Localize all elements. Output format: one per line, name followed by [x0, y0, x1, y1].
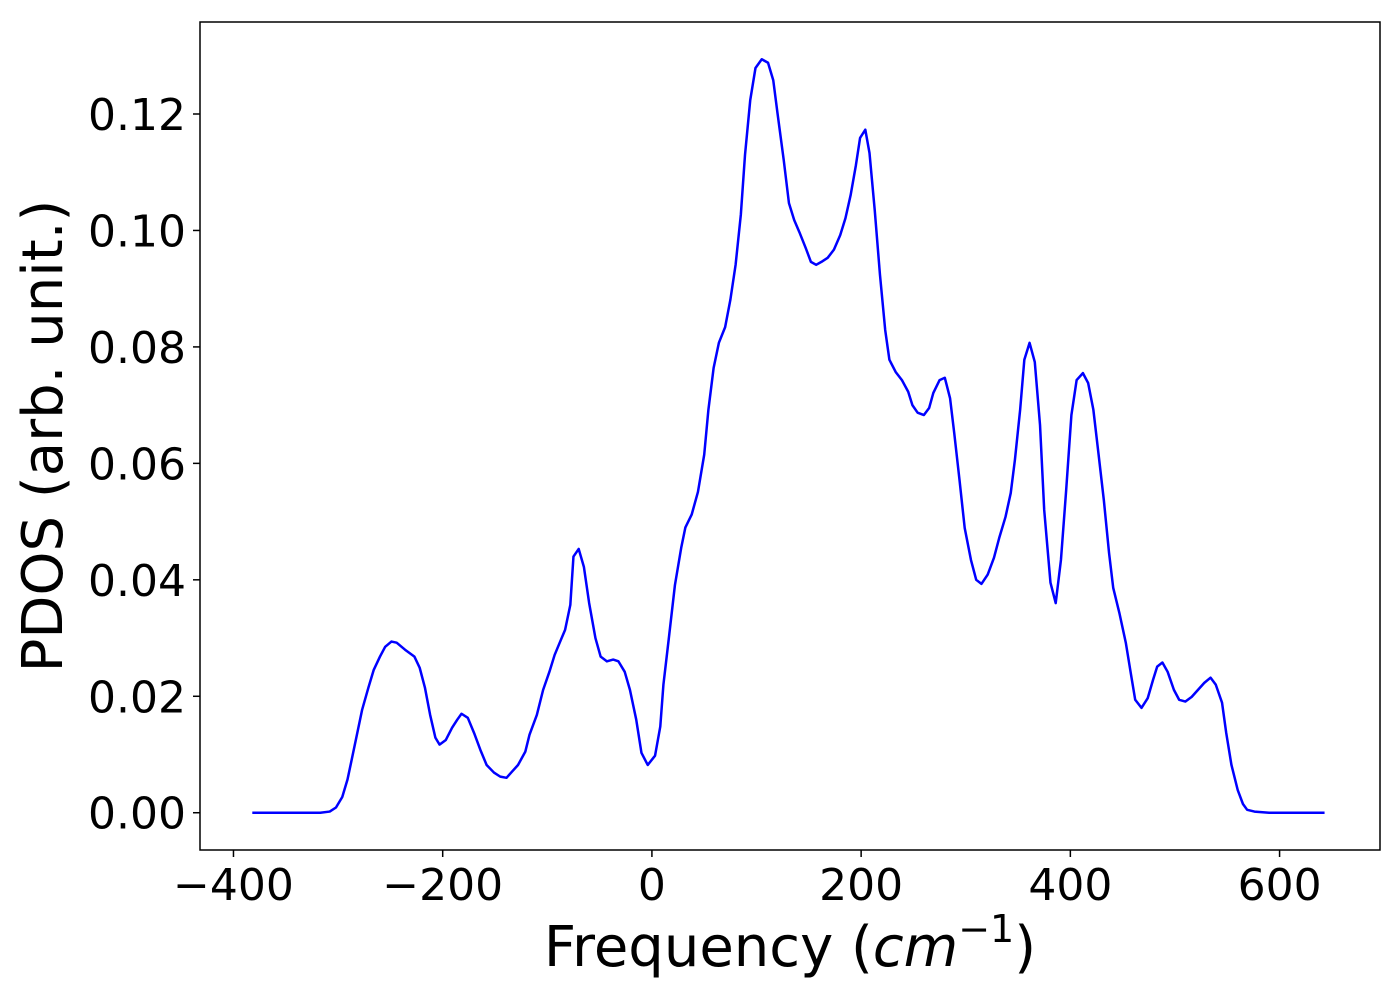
y-tick-label: 0.06 [88, 439, 186, 490]
x-label-exponent: −1 [958, 907, 1014, 951]
x-axis-label: Frequency (cm−1) [544, 907, 1036, 980]
x-tick-label: −200 [382, 860, 503, 911]
x-tick-label: 200 [819, 860, 903, 911]
y-tick-label: 0.02 [88, 672, 186, 723]
x-tick-label: 400 [1028, 860, 1112, 911]
x-label-end: ) [1014, 915, 1036, 980]
x-label-text: Frequency ( [544, 915, 873, 980]
x-tick-label: −400 [173, 860, 294, 911]
pdos-line [252, 58, 1325, 814]
y-tick-label: 0.10 [88, 206, 186, 257]
x-label-unit: cm [873, 915, 958, 980]
y-tick-label: 0.12 [88, 90, 186, 141]
y-tick-label: 0.08 [88, 323, 186, 374]
x-tick-label: 0 [638, 860, 666, 911]
y-tick-label: 0.04 [88, 556, 186, 607]
y-axis-label: PDOS (arb. unit.) [11, 200, 76, 673]
plot-frame [199, 21, 1381, 851]
x-tick-label: 600 [1238, 860, 1322, 911]
y-tick-label: 0.00 [88, 789, 186, 840]
